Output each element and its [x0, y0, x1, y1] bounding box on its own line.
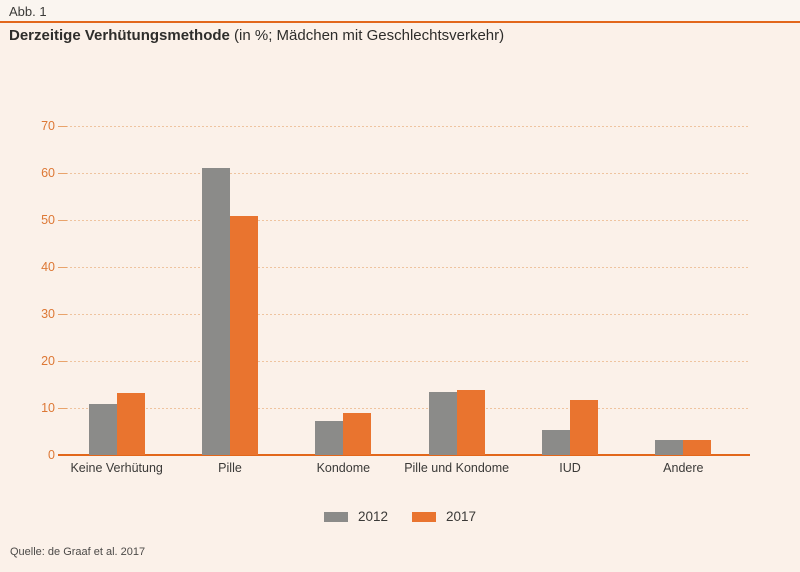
bar-group-6 — [627, 126, 740, 455]
bar-group-5 — [513, 126, 626, 455]
legend-swatch-2017 — [412, 511, 436, 522]
legend-swatch-2012 — [323, 511, 348, 522]
gridline — [58, 172, 748, 174]
y-tick-label: 50 — [41, 213, 55, 227]
gridline — [58, 266, 748, 268]
bar-2012-5 — [541, 429, 570, 455]
legend-label-2017: 2017 — [446, 509, 477, 524]
x-category-label: Pille und Kondome — [404, 461, 510, 475]
bar-2012-1 — [88, 404, 117, 455]
bar-group-1 — [60, 126, 173, 455]
bar-2017-2 — [229, 216, 258, 455]
header-rule — [0, 21, 800, 23]
bar-2012-2 — [201, 168, 230, 455]
legend-item-2017: 2017 — [412, 509, 476, 524]
gridline — [58, 313, 748, 315]
y-tick-mark — [58, 266, 67, 268]
x-category-label: Pille — [218, 461, 242, 475]
y-tick-label: 60 — [41, 166, 55, 180]
bar-group-2 — [173, 126, 286, 455]
x-category-label: Andere — [663, 461, 704, 475]
bar-2017-1 — [116, 392, 145, 455]
y-tick-mark — [58, 407, 67, 409]
x-category-label: Keine Verhütung — [70, 461, 163, 475]
header-band — [0, 0, 800, 21]
bar-2012-6 — [655, 440, 684, 455]
y-tick-mark — [58, 313, 67, 315]
legend-label-2012: 2012 — [357, 509, 388, 524]
chart-title-bold: Derzeitige Verhütungsmethode — [9, 27, 230, 44]
plot-area — [60, 126, 740, 455]
gridline — [58, 407, 748, 409]
bar-2017-6 — [683, 440, 712, 455]
bar-group-4 — [400, 126, 513, 455]
y-tick-label: 0 — [48, 448, 55, 462]
y-tick-mark — [58, 360, 67, 362]
y-tick-label: 10 — [41, 401, 55, 415]
bar-group-3 — [287, 126, 400, 455]
x-axis-line — [58, 453, 750, 456]
bar-2017-3 — [343, 412, 372, 455]
gridline — [58, 219, 748, 221]
legend-item-2012: 2012 — [323, 509, 388, 524]
y-tick-mark — [58, 219, 67, 221]
x-category-label: IUD — [559, 461, 581, 475]
bar-2017-4 — [456, 389, 485, 455]
chart-title: Derzeitige Verhütungsmethode (in %; Mädc… — [9, 27, 504, 44]
gridline — [58, 125, 748, 127]
gridline — [58, 360, 748, 362]
y-tick-label: 40 — [41, 260, 55, 274]
x-category-label: Kondome — [316, 461, 371, 475]
bar-2017-5 — [569, 399, 598, 455]
y-tick-label: 30 — [41, 307, 55, 321]
bar-2012-4 — [428, 391, 457, 455]
figure-label: Abb. 1 — [9, 4, 47, 19]
y-tick-label: 20 — [41, 354, 55, 368]
chart-title-subtitle: (in %; Mädchen mit Geschlechtsverkehr) — [229, 27, 505, 44]
source-note: Quelle: de Graaf et al. 2017 — [10, 546, 146, 558]
y-tick-mark — [58, 172, 67, 174]
y-tick-label: 70 — [41, 119, 55, 133]
y-tick-mark — [58, 125, 67, 127]
bar-2012-3 — [315, 421, 344, 455]
legend: 2012 2017 — [0, 509, 800, 524]
